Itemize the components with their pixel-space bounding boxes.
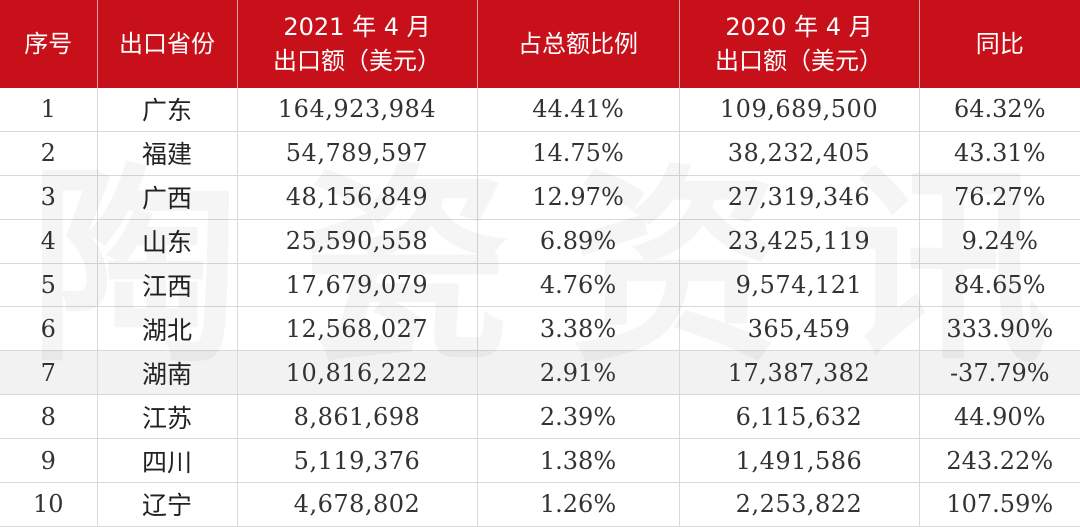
exports-2021-cell: 8,861,698 xyxy=(237,394,478,440)
rank-cell: 1 xyxy=(0,88,98,132)
exports-2020-cell: 109,689,500 xyxy=(679,88,920,132)
yoy-cell: 44.90% xyxy=(919,394,1080,440)
province-cell: 江苏 xyxy=(97,394,238,440)
yoy-cell: 333.90% xyxy=(919,306,1080,352)
share-cell: 12.97% xyxy=(477,175,680,220)
share-cell: 44.41% xyxy=(477,88,680,132)
table-row: 4 山东 25,590,558 6.89% 23,425,119 9.24% xyxy=(0,219,1080,264)
yoy-cell: 43.31% xyxy=(919,131,1080,176)
province-cell: 福建 xyxy=(97,131,238,176)
province-cell: 广西 xyxy=(97,175,238,220)
share-cell: 2.39% xyxy=(477,394,680,440)
table-row: 6 湖北 12,568,027 3.38% 365,459 333.90% xyxy=(0,306,1080,352)
yoy-cell: 9.24% xyxy=(919,219,1080,264)
province-cell: 广东 xyxy=(97,88,238,132)
exports-2020-cell: 17,387,382 xyxy=(679,350,920,396)
header-rank: 序号 xyxy=(0,0,98,88)
header-yoy: 同比 xyxy=(919,0,1080,88)
exports-2020-cell: 23,425,119 xyxy=(679,219,920,264)
exports-2021-cell: 25,590,558 xyxy=(237,219,478,264)
province-cell: 江西 xyxy=(97,263,238,308)
exports-2021-cell: 4,678,802 xyxy=(237,482,478,527)
exports-2020-cell: 365,459 xyxy=(679,306,920,352)
exports-2021-cell: 17,679,079 xyxy=(237,263,478,308)
table-row: 8 江苏 8,861,698 2.39% 6,115,632 44.90% xyxy=(0,394,1080,440)
header-exports-2020-period: 2020 年 4 月 xyxy=(725,13,873,41)
province-cell: 山东 xyxy=(97,219,238,264)
rank-cell: 9 xyxy=(0,438,98,484)
exports-2021-cell: 164,923,984 xyxy=(237,88,478,132)
table-row: 3 广西 48,156,849 12.97% 27,319,346 76.27% xyxy=(0,175,1080,220)
province-cell: 湖南 xyxy=(97,350,238,396)
yoy-cell: -37.79% xyxy=(919,350,1080,396)
yoy-cell: 64.32% xyxy=(919,88,1080,132)
exports-2020-cell: 9,574,121 xyxy=(679,263,920,308)
rank-cell: 2 xyxy=(0,131,98,176)
share-cell: 2.91% xyxy=(477,350,680,396)
header-exports-2020-label: 出口额（美元） xyxy=(715,47,883,75)
exports-2021-cell: 48,156,849 xyxy=(237,175,478,220)
exports-2021-cell: 10,816,222 xyxy=(237,350,478,396)
table-row: 10 辽宁 4,678,802 1.26% 2,253,822 107.59% xyxy=(0,482,1080,527)
table-row: 2 福建 54,789,597 14.75% 38,232,405 43.31% xyxy=(0,131,1080,176)
rank-cell: 6 xyxy=(0,306,98,352)
exports-2020-cell: 27,319,346 xyxy=(679,175,920,220)
yoy-cell: 84.65% xyxy=(919,263,1080,308)
header-exports-2021-period: 2021 年 4 月 xyxy=(283,13,431,41)
exports-2020-cell: 6,115,632 xyxy=(679,394,920,440)
header-province: 出口省份 xyxy=(97,0,238,88)
exports-2020-cell: 2,253,822 xyxy=(679,482,920,527)
share-cell: 3.38% xyxy=(477,306,680,352)
header-exports-2021: 2021 年 4 月 出口额（美元） xyxy=(237,0,478,88)
header-share: 占总额比例 xyxy=(477,0,680,88)
rank-cell: 8 xyxy=(0,394,98,440)
exports-2020-cell: 38,232,405 xyxy=(679,131,920,176)
table-row: 9 四川 5,119,376 1.38% 1,491,586 243.22% xyxy=(0,438,1080,484)
share-cell: 1.26% xyxy=(477,482,680,527)
share-cell: 14.75% xyxy=(477,131,680,176)
share-cell: 1.38% xyxy=(477,438,680,484)
province-cell: 湖北 xyxy=(97,306,238,352)
yoy-cell: 107.59% xyxy=(919,482,1080,527)
exports-2020-cell: 1,491,586 xyxy=(679,438,920,484)
table-row: 1 广东 164,923,984 44.41% 109,689,500 64.3… xyxy=(0,88,1080,132)
rank-cell: 3 xyxy=(0,175,98,220)
province-cell: 四川 xyxy=(97,438,238,484)
rank-cell: 7 xyxy=(0,350,98,396)
exports-2021-cell: 54,789,597 xyxy=(237,131,478,176)
rank-cell: 5 xyxy=(0,263,98,308)
yoy-cell: 243.22% xyxy=(919,438,1080,484)
rank-cell: 10 xyxy=(0,482,98,527)
share-cell: 4.76% xyxy=(477,263,680,308)
yoy-cell: 76.27% xyxy=(919,175,1080,220)
header-exports-2020: 2020 年 4 月 出口额（美元） xyxy=(679,0,920,88)
share-cell: 6.89% xyxy=(477,219,680,264)
header-exports-2021-label: 出口额（美元） xyxy=(273,47,441,75)
exports-2021-cell: 12,568,027 xyxy=(237,306,478,352)
table-header-row: 序号 出口省份 2021 年 4 月 出口额（美元） 占总额比例 2020 年 … xyxy=(0,0,1080,88)
table-row: 5 江西 17,679,079 4.76% 9,574,121 84.65% xyxy=(0,263,1080,308)
table-row: 7 湖南 10,816,222 2.91% 17,387,382 -37.79% xyxy=(0,350,1080,396)
rank-cell: 4 xyxy=(0,219,98,264)
province-cell: 辽宁 xyxy=(97,482,238,527)
exports-2021-cell: 5,119,376 xyxy=(237,438,478,484)
